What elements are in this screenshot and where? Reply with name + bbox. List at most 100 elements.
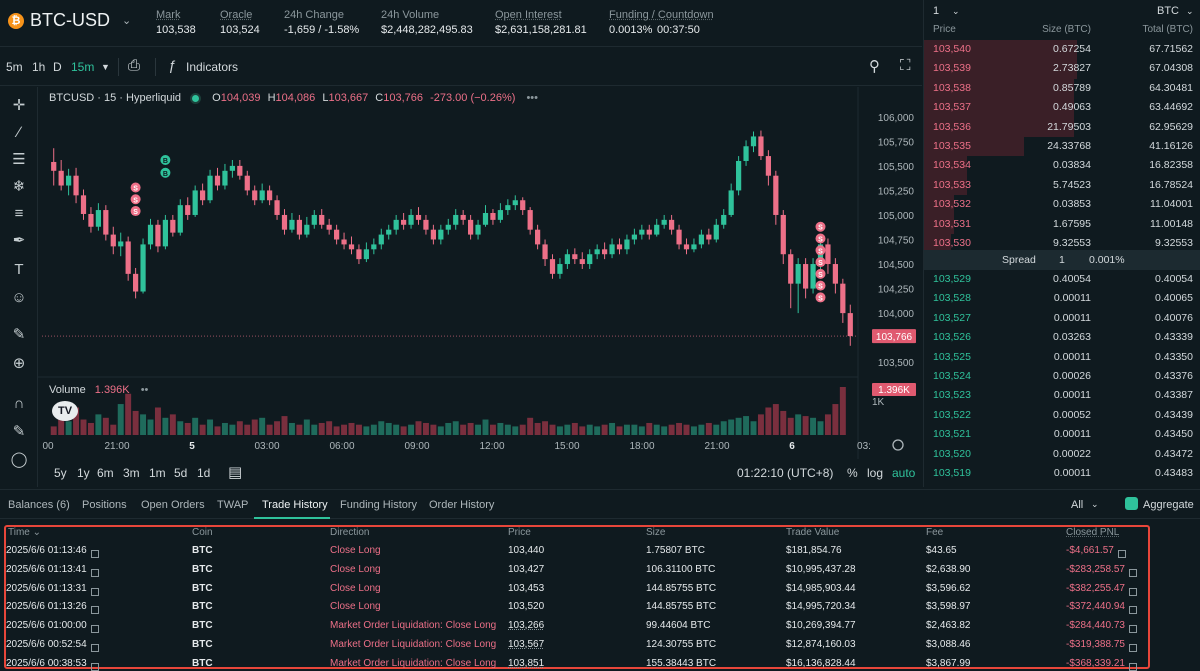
chevron-down-icon[interactable]: ⌄ xyxy=(1186,6,1194,16)
table-row[interactable]: 2025/6/6 01:13:26 BTC Close Long 103,520 144… xyxy=(6,597,1148,616)
bid-row[interactable]: 103,526 0.03263 0.43339 xyxy=(924,328,1200,347)
trend-line-icon[interactable]: ∕ xyxy=(17,124,21,141)
percent-toggle[interactable]: % xyxy=(847,466,858,480)
tab-funding-history[interactable]: Funding History xyxy=(340,499,418,511)
external-link-icon[interactable] xyxy=(90,662,99,671)
tab-balances[interactable]: Balances (6) xyxy=(8,499,70,511)
zoom-icon[interactable]: ⊕ xyxy=(12,355,26,372)
table-row[interactable]: 2025/6/6 00:52:54 BTC Market Order Liquida… xyxy=(6,635,1148,654)
interval-d[interactable]: D xyxy=(53,60,62,74)
bid-row[interactable]: 103,528 0.00011 0.40065 xyxy=(924,289,1200,308)
price-chart[interactable]: 106,000 105,750 105,500 105,250 105,000 104,7… xyxy=(38,87,922,487)
tab-trade-history[interactable]: Trade History xyxy=(262,499,328,511)
range-5y[interactable]: 5y xyxy=(54,466,67,480)
external-link-icon[interactable] xyxy=(1128,662,1137,671)
tab-twap[interactable]: TWAP xyxy=(217,499,249,511)
ask-row[interactable]: 103,530 9.32553 9.32553 xyxy=(924,234,1200,254)
auto-toggle[interactable]: auto xyxy=(892,466,916,480)
external-link-icon[interactable] xyxy=(90,606,99,615)
bid-row[interactable]: 103,522 0.00052 0.43439 xyxy=(924,406,1200,425)
brush-icon[interactable]: ✒ xyxy=(12,232,26,249)
bid-row[interactable]: 103,523 0.00011 0.43387 xyxy=(924,386,1200,405)
ask-row[interactable]: 103,537 0.49063 63.44692 xyxy=(924,98,1200,118)
ask-row[interactable]: 103,539 2.73827 67.04308 xyxy=(924,59,1200,79)
table-row[interactable]: 2025/6/6 01:13:41 BTC Close Long 103,427 106… xyxy=(6,560,1148,579)
external-link-icon[interactable] xyxy=(90,625,99,634)
crosshair-icon[interactable]: ✛ xyxy=(12,97,26,114)
log-toggle[interactable]: log xyxy=(867,466,884,480)
interval-15m[interactable]: 15m xyxy=(71,60,95,74)
range-1y[interactable]: 1y xyxy=(77,466,90,480)
filter-select[interactable]: All xyxy=(1071,499,1084,511)
measure-lines-icon[interactable]: ≡ xyxy=(14,205,24,222)
axis-settings-icon[interactable] xyxy=(892,439,904,451)
unit-select[interactable]: BTC xyxy=(1157,5,1179,17)
external-link-icon[interactable] xyxy=(1128,606,1137,615)
tab-open-orders[interactable]: Open Orders xyxy=(141,499,205,511)
fib-icon[interactable]: ☰ xyxy=(12,151,26,168)
candlestick-type-icon[interactable]: ⎙ xyxy=(128,57,141,74)
lock-icon[interactable]: ◯ xyxy=(10,451,28,468)
magic-search-icon[interactable]: ⚲ xyxy=(869,58,880,75)
range-1d[interactable]: 1d xyxy=(197,466,211,480)
external-link-icon[interactable] xyxy=(90,587,99,596)
ask-row[interactable]: 103,535 24.33768 41.16126 xyxy=(924,137,1200,157)
table-row[interactable]: 2025/6/6 01:00:00 BTC Market Order Liquida… xyxy=(6,616,1148,635)
calendar-icon[interactable]: ▤ xyxy=(228,464,243,481)
interval-5m[interactable]: 5m xyxy=(6,60,23,74)
external-link-icon[interactable] xyxy=(90,644,99,652)
lock-drawings-icon[interactable]: ✎ xyxy=(12,423,26,440)
chevron-down-icon[interactable]: ⌄ xyxy=(1091,499,1099,509)
ask-row[interactable]: 103,531 1.67595 11.00148 xyxy=(924,214,1200,234)
range-6m[interactable]: 6m xyxy=(97,466,114,480)
external-link-icon[interactable] xyxy=(90,568,99,577)
ask-row[interactable]: 103,532 0.03853 11.04001 xyxy=(924,195,1200,215)
col-time[interactable]: Time ⌄ xyxy=(8,527,42,538)
more-icon[interactable]: ••• xyxy=(526,92,539,104)
bid-row[interactable]: 103,529 0.40054 0.40054 xyxy=(924,270,1200,289)
external-link-icon[interactable] xyxy=(1117,550,1126,558)
table-row[interactable]: 2025/6/6 01:13:46 BTC Close Long 103,440 1.7… xyxy=(6,541,1148,560)
external-link-icon[interactable] xyxy=(90,550,99,558)
ask-row[interactable]: 103,536 21.79503 62.95629 xyxy=(924,117,1200,137)
bid-row[interactable]: 103,519 0.00011 0.43483 xyxy=(924,464,1200,483)
external-link-icon[interactable] xyxy=(1128,587,1137,596)
bid-row[interactable]: 103,521 0.00011 0.43450 xyxy=(924,425,1200,444)
range-3m[interactable]: 3m xyxy=(123,466,140,480)
range-5d[interactable]: 5d xyxy=(174,466,188,480)
tab-positions[interactable]: Positions xyxy=(82,499,127,511)
ask-row[interactable]: 103,533 5.74523 16.78524 xyxy=(924,175,1200,196)
interval-1h[interactable]: 1h xyxy=(32,60,46,74)
external-link-icon[interactable] xyxy=(1128,568,1137,577)
tab-order-history[interactable]: Order History xyxy=(429,499,495,511)
ask-row[interactable]: 103,538 0.85789 64.30481 xyxy=(924,78,1200,99)
pattern-icon[interactable]: ❄ xyxy=(12,178,26,195)
x-tick-label: 5 xyxy=(189,441,195,452)
text-icon[interactable]: T xyxy=(14,261,24,278)
ruler-icon[interactable]: ✎ xyxy=(12,326,26,343)
more-icon[interactable]: •• xyxy=(140,384,149,396)
clock-readout[interactable]: 01:22:10 (UTC+8) xyxy=(737,466,834,480)
aggregate-checkbox[interactable] xyxy=(1125,497,1138,510)
asset-selector[interactable]: ₿ BTC-USD ⌄ xyxy=(8,10,131,31)
depth-select[interactable]: 1 xyxy=(933,5,940,17)
chevron-down-icon[interactable]: ⌄ xyxy=(952,6,960,16)
table-row[interactable]: 2025/6/6 01:13:31 BTC Close Long 103,453 144… xyxy=(6,579,1148,598)
bid-row[interactable]: 103,524 0.00026 0.43376 xyxy=(924,367,1200,386)
candlestick-chart[interactable]: 106,000 105,750 105,500 105,250 105,000 104,7… xyxy=(38,87,922,459)
ask-row[interactable]: 103,534 0.03834 16.82358 xyxy=(924,156,1200,176)
indicators-button[interactable]: Indicators xyxy=(186,60,239,74)
bid-row[interactable]: 103,520 0.00022 0.43472 xyxy=(924,445,1200,464)
magnet-icon[interactable]: ∩ xyxy=(13,395,25,412)
external-link-icon[interactable] xyxy=(1128,625,1137,634)
bid-row[interactable]: 103,525 0.00011 0.43350 xyxy=(924,348,1200,367)
external-link-icon[interactable] xyxy=(1128,644,1137,652)
fullscreen-icon[interactable]: ⛶ xyxy=(900,57,911,74)
ask-row[interactable]: 103,540 0.67254 67.71562 xyxy=(924,40,1200,60)
chevron-down-icon[interactable]: ▼ xyxy=(101,62,110,72)
range-1m[interactable]: 1m xyxy=(149,466,166,480)
indicators-icon[interactable]: ƒ xyxy=(168,57,176,73)
table-row[interactable]: 2025/6/6 00:38:53 BTC Market Order Liquida… xyxy=(6,654,1148,671)
bid-row[interactable]: 103,527 0.00011 0.40076 xyxy=(924,309,1200,328)
emoji-icon[interactable]: ☺ xyxy=(11,289,27,306)
